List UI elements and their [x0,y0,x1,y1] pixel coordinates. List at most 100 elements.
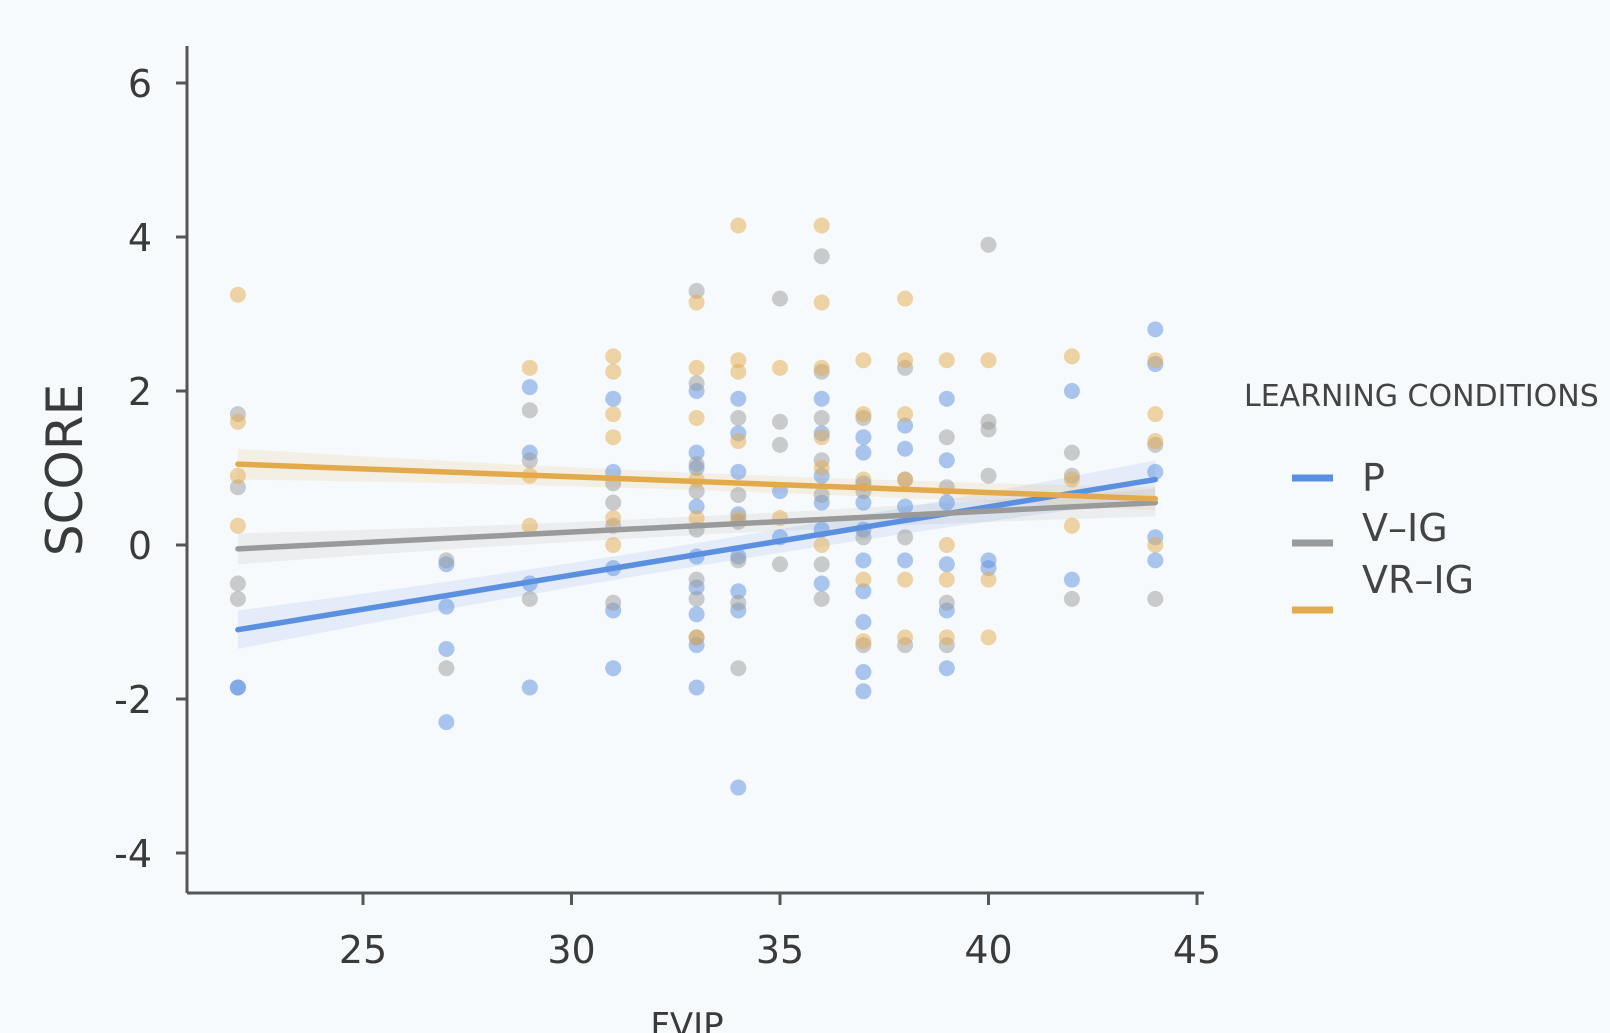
data-point-v-ig [938,429,955,446]
data-point-v-ig [813,409,830,426]
data-point-vr-ig [730,363,747,380]
data-point-p [730,463,747,480]
data-point-vr-ig [855,633,872,650]
x-tick-label: 40 [964,928,1012,972]
data-point-p [855,683,872,700]
data-point-v-ig [813,590,830,607]
data-point-vr-ig [1063,517,1080,534]
data-point-vr-ig [813,429,830,446]
data-point-p [897,440,914,457]
data-point-v-ig [605,594,622,611]
data-point-vr-ig [1063,471,1080,488]
data-point-vr-ig [855,352,872,369]
x-tick-label: 45 [1173,928,1221,972]
data-point-v-ig [1063,590,1080,607]
data-point-p [813,575,830,592]
x-tick-label: 35 [756,928,804,972]
data-point-p [980,560,997,577]
data-point-vr-ig [897,352,914,369]
data-point-p [1147,463,1164,480]
data-point-p [897,417,914,434]
data-point-vr-ig [897,471,914,488]
y-tick-label: -2 [114,678,152,722]
data-point-vr-ig [730,217,747,234]
data-point-vr-ig [1147,406,1164,423]
data-point-vr-ig [897,571,914,588]
data-point-vr-ig [897,629,914,646]
data-point-p [1147,552,1164,569]
data-point-p [938,390,955,407]
data-point-vr-ig [605,429,622,446]
legend: LEARNING CONDITIONS P V–IG VR–IG [1244,379,1599,614]
x-ticks: 25 30 35 40 45 [339,893,1221,972]
data-point-v-ig [813,248,830,265]
y-tick-label: 6 [128,62,152,106]
data-point-p [688,679,705,696]
data-point-vr-ig [938,629,955,646]
data-point-p [897,552,914,569]
data-point-v-ig [855,529,872,546]
data-point-p [1147,321,1164,338]
data-point-vr-ig [1147,352,1164,369]
data-point-p [730,779,747,796]
data-point-vr-ig [605,537,622,553]
legend-label-vr-ig: VR–IG [1362,558,1474,602]
y-tick-label: -4 [114,832,152,876]
data-point-p [813,390,830,407]
data-point-v-ig [688,483,705,500]
data-point-vr-ig [688,294,705,311]
data-point-vr-ig [813,217,830,234]
regression-line-v-ig [235,499,1159,552]
y-tick-label: 4 [128,216,152,260]
data-point-v-ig [438,552,455,569]
y-axis-title: SCORE [36,384,94,556]
data-point-vr-ig [938,352,955,369]
data-point-p [688,606,705,623]
data-point-vr-ig [688,510,705,527]
data-point-v-ig [730,486,747,503]
data-point-p [1063,571,1080,588]
data-point-p [438,640,455,657]
data-point-p [688,498,705,515]
data-point-p [938,494,955,511]
legend-title: LEARNING CONDITIONS [1244,379,1599,414]
data-point-v-ig [1063,444,1080,461]
data-point-v-ig [772,290,788,307]
x-axis-title: FVIP [650,1006,723,1033]
data-point-p [855,614,872,630]
y-tick-label: 0 [128,524,152,568]
x-tick-label: 25 [339,928,387,972]
data-point-p [521,679,538,696]
data-point-p [855,583,872,600]
data-point-v-ig [688,590,705,607]
data-point-v-ig [521,402,538,419]
data-point-vr-ig [938,537,955,553]
data-point-vr-ig [855,406,872,423]
data-point-vr-ig [813,294,830,311]
regression-lines [235,461,1159,633]
data-point-vr-ig [813,359,830,376]
data-point-vr-ig [813,537,830,553]
data-point-vr-ig [229,413,246,430]
regression-line-p [235,476,1159,633]
data-point-v-ig [980,236,997,253]
data-point-p [605,660,622,677]
data-point-v-ig [730,660,747,677]
data-point-p [1063,383,1080,399]
data-point-p [438,598,455,615]
legend-label-p: P [1362,456,1385,500]
data-point-vr-ig [1147,537,1164,553]
data-point-vr-ig [688,629,705,646]
data-point-vr-ig [605,406,622,423]
data-point-p [855,552,872,569]
y-tick-label: 2 [128,370,152,414]
regression-line-vr-ig [235,461,1159,502]
data-point-p [855,429,872,446]
data-point-p [938,452,955,469]
data-point-v-ig [938,594,955,611]
data-point-v-ig [980,467,997,484]
data-point-vr-ig [688,359,705,376]
data-point-v-ig [229,575,246,592]
data-point-p [438,714,455,731]
